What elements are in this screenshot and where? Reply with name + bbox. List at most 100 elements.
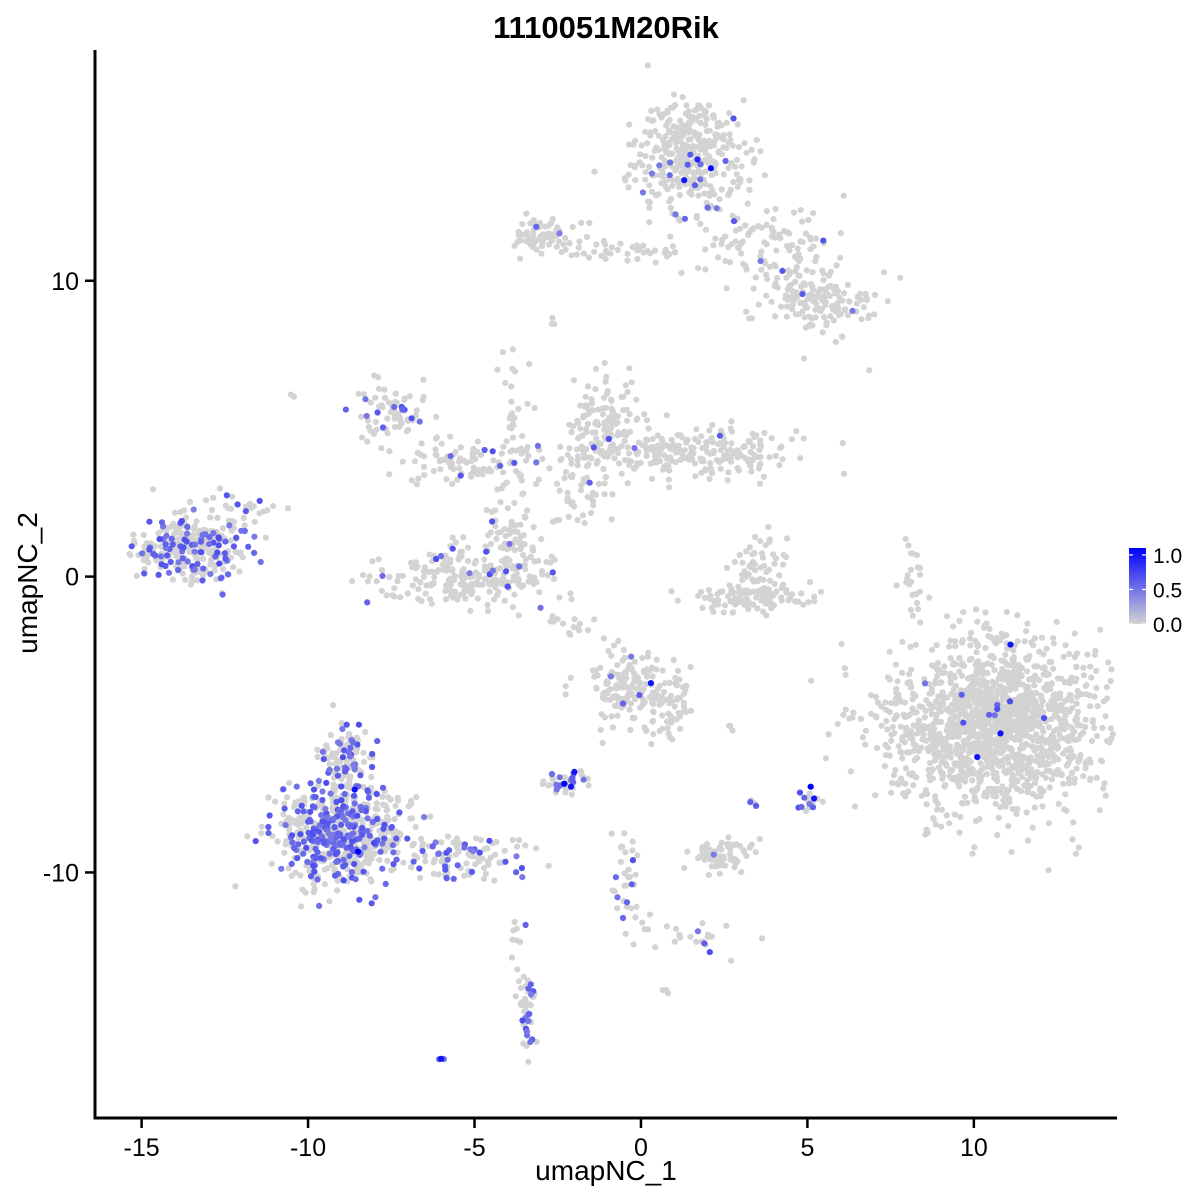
cell-point [156,536,163,543]
cell-point [715,601,722,608]
cell-point [754,605,761,612]
cell-point [1024,668,1031,675]
cell-point [803,267,810,274]
cell-point [511,546,518,554]
cell-point [545,782,552,789]
cell-point [1011,668,1018,675]
cell-point [780,561,787,568]
cell-point [354,848,362,855]
cell-point [624,480,631,487]
cell-point [447,581,454,588]
cell-point [695,136,703,144]
cell-point [1066,691,1073,699]
cell-point [462,595,469,602]
cell-point [691,107,698,114]
cell-point [669,104,677,111]
cell-point [519,1017,526,1024]
cell-point [878,703,885,710]
cell-point [347,822,355,829]
cell-point [955,723,962,730]
cell-point [580,449,587,457]
cell-point [297,831,304,838]
cell-point [568,501,575,508]
cell-point [311,868,318,875]
cell-point [915,718,922,725]
cell-point [923,737,930,744]
cell-point [919,727,926,735]
cell-point [556,238,563,245]
cell-point [691,182,699,189]
cell-point [773,247,780,254]
cell-point [384,857,391,864]
cell-point [508,398,515,405]
cell-point [646,182,653,189]
cell-point [768,435,775,442]
cell-point [330,702,337,709]
cell-point [668,588,675,595]
cell-point [1083,691,1090,698]
cell-point [789,591,796,598]
cell-point [789,295,797,302]
cell-point [503,479,510,486]
cell-point [893,582,900,589]
cell-point [1010,661,1018,668]
cell-point [578,219,585,226]
cell-point [433,413,440,420]
cell-point [801,314,808,321]
cell-point [1093,667,1100,675]
cell-point [804,296,811,303]
cell-point [1018,742,1025,749]
cell-point [952,661,959,668]
cell-point [727,598,734,605]
cell-point [612,874,620,881]
cell-point [487,854,494,861]
cell-point [765,523,772,531]
cell-point [912,709,919,716]
cell-point [666,484,673,491]
cell-point [391,585,398,592]
cell-point [178,517,185,525]
cell-point [752,274,759,281]
cell-point [294,855,301,862]
cell-point [681,454,688,461]
cell-point [280,811,287,818]
cell-point [185,546,192,553]
cell-point [726,110,733,117]
cell-point [608,425,615,432]
cell-point [753,802,760,810]
cell-point [725,192,732,199]
cell-point [923,697,930,704]
cell-point [972,731,979,738]
cell-point [492,583,499,591]
cell-point [952,682,960,689]
cell-point [1037,761,1044,768]
cell-point [989,678,996,685]
cell-point [889,723,896,731]
cell-point [958,672,966,679]
cell-point [1041,714,1048,722]
cell-point [518,865,526,872]
cell-point [202,497,210,504]
cell-point [407,797,415,804]
cell-point [914,730,921,737]
cell-point [960,609,967,616]
cell-point [286,826,293,833]
cell-point [1014,785,1021,793]
cell-point [930,816,937,823]
cell-point [972,817,980,825]
cell-point [510,576,517,584]
cell-point [343,765,350,773]
cell-point [522,921,529,929]
cell-point [792,311,800,318]
cell-point [774,275,781,282]
x-axis-title: umapNC_1 [535,1155,677,1186]
cell-point [707,165,715,172]
cell-point [679,434,686,441]
cell-point [967,712,975,719]
cell-point [443,476,450,483]
cell-point [881,269,888,276]
cell-point [474,595,481,602]
cell-point [700,111,708,118]
cell-point [475,574,482,581]
cell-point [487,529,494,536]
